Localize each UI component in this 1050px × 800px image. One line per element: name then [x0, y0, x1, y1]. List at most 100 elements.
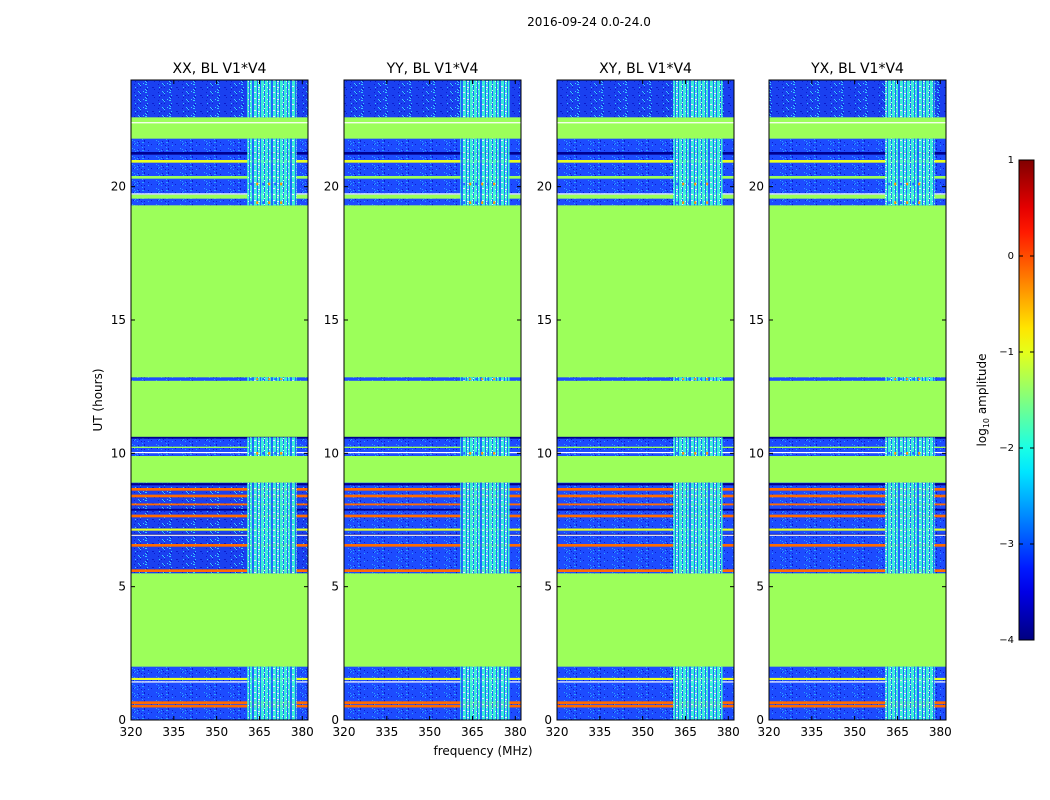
separator-line [769, 452, 946, 454]
stripe-dark [769, 436, 946, 439]
rfi-mark [688, 201, 691, 204]
figure-title: 2016-09-24 0.0-24.0 [527, 15, 651, 29]
rfi-band [885, 482, 935, 574]
panel-title: XY, BL V1*V4 [599, 61, 692, 77]
separator-line [557, 681, 734, 683]
rfi-mark [888, 182, 891, 186]
stripe-dark [557, 483, 734, 486]
x-tick-label: 335 [588, 725, 611, 739]
rfi-band [673, 377, 723, 381]
y-tick-label: 15 [111, 313, 126, 327]
x-tick-label: 365 [674, 725, 697, 739]
rfi-mark [706, 182, 709, 186]
rfi-mark [487, 201, 490, 204]
rfi-mark [912, 182, 915, 186]
separator-line [557, 122, 734, 124]
flagged-row [344, 120, 521, 123]
flagged-row [344, 124, 521, 134]
rfi-mark [463, 182, 466, 186]
flagged-row [131, 194, 308, 199]
x-tick-label: 350 [631, 725, 654, 739]
rfi-mark [274, 182, 277, 186]
stripe-dark [769, 508, 946, 511]
stripe-dark [344, 152, 521, 155]
rfi-mark [700, 452, 703, 455]
rfi-mark [900, 378, 903, 381]
panel-0 [130, 79, 309, 721]
stripe-orange [769, 701, 946, 704]
stripe-dark [769, 483, 946, 486]
panel-title: YY, BL V1*V4 [386, 61, 479, 77]
x-tick-label: 380 [291, 725, 314, 739]
stripe-orange [769, 503, 946, 506]
rfi-mark [676, 452, 679, 455]
stripe-orange [131, 503, 308, 506]
x-tick-label: 335 [162, 725, 185, 739]
stripe-dark [131, 483, 308, 486]
x-tick-label: 350 [843, 725, 866, 739]
rfi-band [885, 437, 935, 456]
rfi-mark [487, 452, 490, 455]
rfi-mark [694, 452, 697, 455]
stripe-orange [557, 488, 734, 491]
rfi-band [885, 377, 935, 381]
rfi-mark [274, 201, 277, 204]
x-tick-label: 320 [333, 725, 356, 739]
x-tick-label: 380 [504, 725, 527, 739]
rfi-mark [894, 452, 897, 455]
rfi-mark [280, 378, 283, 381]
stripe-orange [344, 503, 521, 506]
x-tick-label: 365 [886, 725, 909, 739]
separator-line [557, 534, 734, 536]
separator-line [131, 122, 308, 124]
y-axis-label: UT (hours) [91, 368, 105, 431]
y-tick-label: 15 [324, 313, 339, 327]
rfi-mark [900, 201, 903, 204]
stripe-orange [769, 544, 946, 547]
rfi-band [460, 377, 510, 381]
rfi-mark [469, 378, 472, 381]
flagged-row [131, 176, 308, 179]
stripe-orange [769, 704, 946, 708]
stripe-yellow [344, 677, 521, 680]
rfi-mark [906, 201, 909, 204]
rfi-mark [475, 452, 478, 455]
panel-2 [556, 79, 735, 721]
rfi-mark [906, 182, 909, 186]
y-tick-label: 10 [537, 446, 552, 460]
separator-line [769, 193, 946, 195]
rfi-band [460, 437, 510, 456]
stripe-dark [344, 436, 521, 439]
separator-line [769, 122, 946, 124]
rfi-mark [487, 378, 490, 381]
x-tick-label: 380 [717, 725, 740, 739]
stripe-yellow [344, 160, 521, 163]
plot-frame [768, 79, 947, 721]
stripe-orange [131, 488, 308, 491]
rfi-mark [706, 452, 709, 455]
stripe-yellow [131, 160, 308, 163]
stripe-dark [557, 508, 734, 511]
rfi-mark [694, 201, 697, 204]
flagged-row [557, 176, 734, 179]
flagged-row [344, 176, 521, 179]
rfi-mark [262, 182, 265, 186]
data-band [557, 377, 734, 381]
stripe-orange [557, 569, 734, 572]
stripe-orange [769, 494, 946, 498]
rfi-mark [700, 378, 703, 381]
rfi-mark [894, 378, 897, 381]
stripe-orange [769, 488, 946, 491]
y-tick-label: 10 [324, 446, 339, 460]
rfi-mark [463, 201, 466, 204]
stripe-orange [557, 704, 734, 708]
rfi-mark [888, 201, 891, 204]
panel-title: YX, BL V1*V4 [810, 61, 904, 77]
stripe-yellow [769, 677, 946, 680]
flagged-row [769, 446, 946, 448]
stripe-orange [344, 544, 521, 547]
stripe-yellow [557, 677, 734, 680]
stripe-orange [131, 494, 308, 498]
rfi-mark [493, 201, 496, 204]
rfi-mark [906, 378, 909, 381]
